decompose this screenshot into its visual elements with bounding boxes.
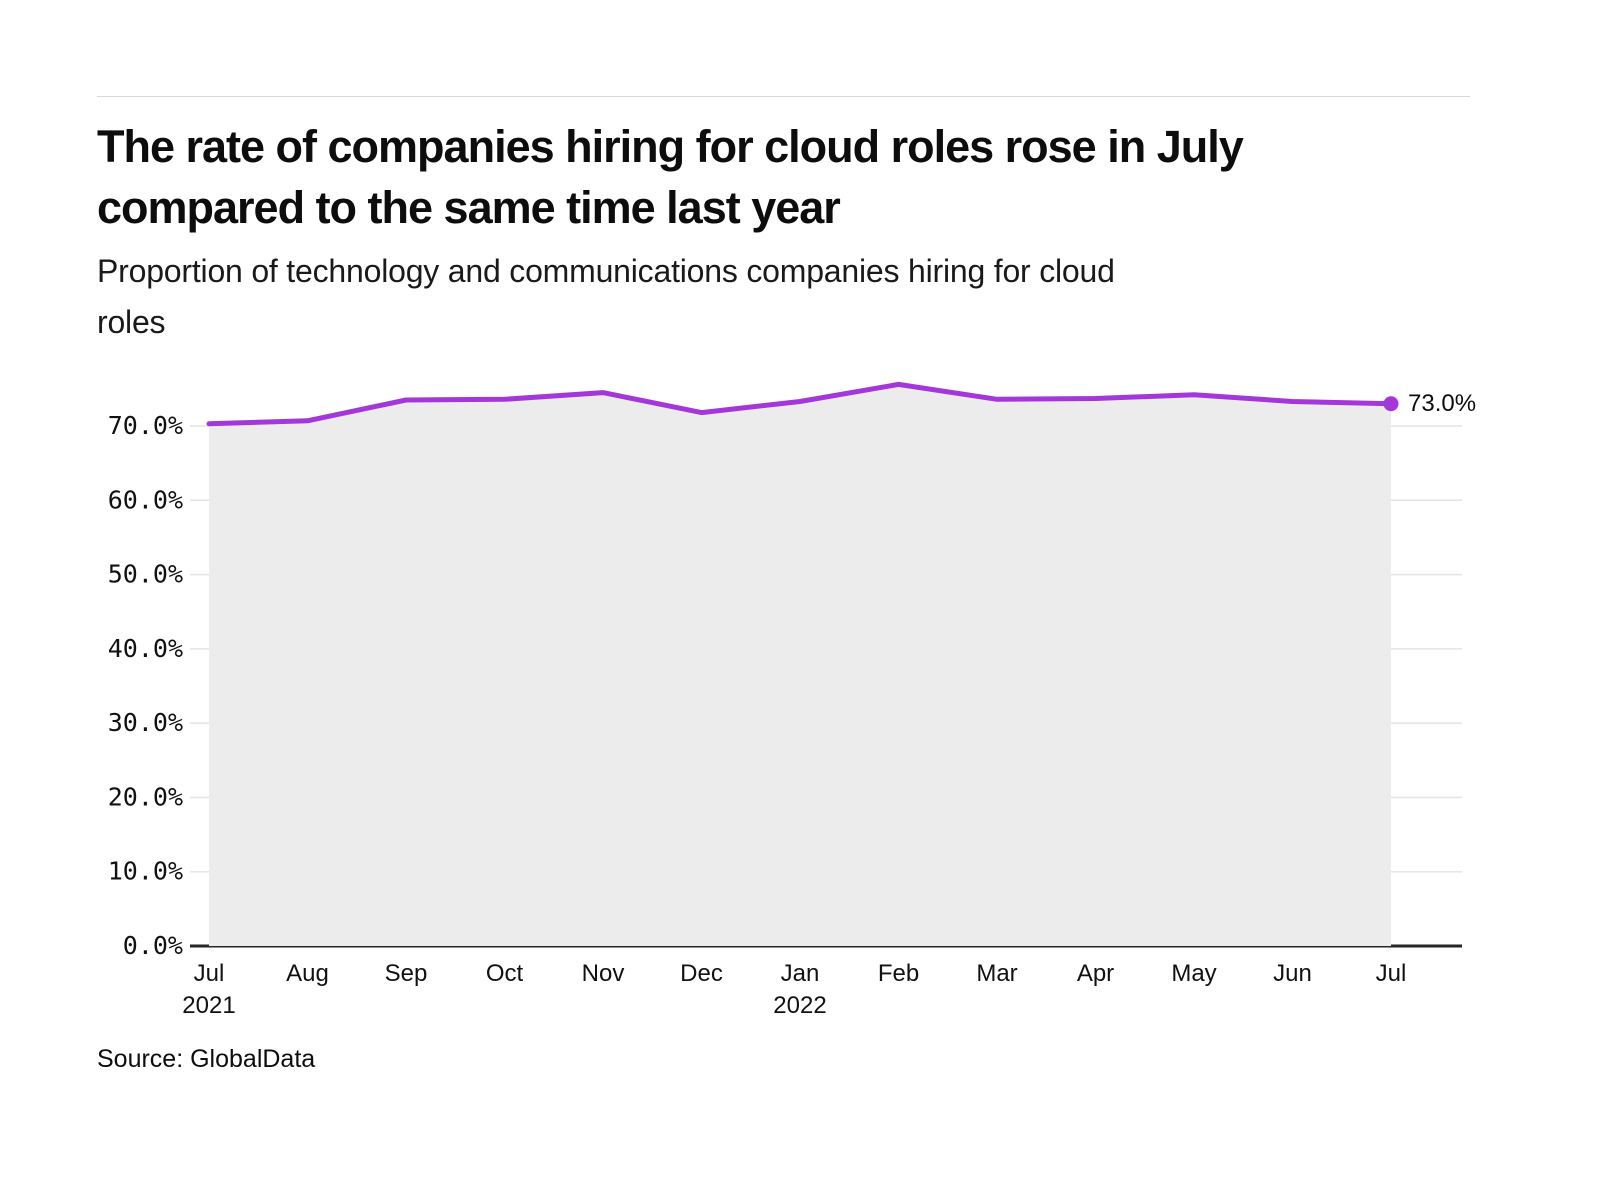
chart-subtitle: Proportion of technology and communicati…	[97, 253, 1115, 341]
x-tick-label: Aug	[286, 960, 329, 987]
y-tick-label: 0.0%	[123, 931, 183, 960]
y-tick-label: 50.0%	[108, 560, 183, 589]
x-tick-label: Nov	[582, 960, 625, 987]
x-tick-label: Apr	[1077, 960, 1114, 987]
y-tick-label: 20.0%	[108, 782, 183, 811]
series-area	[209, 384, 1391, 946]
x-tick-label: Sep	[385, 960, 428, 987]
y-tick-label: 70.0%	[108, 411, 183, 440]
x-tick-label: Dec	[680, 960, 723, 987]
y-tick-label: 30.0%	[108, 708, 183, 737]
x-tick-label: May	[1171, 960, 1216, 987]
series-line	[206, 381, 1394, 427]
end-value-label: 73.0%	[1408, 390, 1477, 417]
x-tick-label: Feb	[878, 960, 919, 987]
x-year-label: 2022	[773, 992, 826, 1019]
x-year-label: 2021	[182, 992, 235, 1019]
x-tick-label: Mar	[976, 960, 1017, 987]
x-tick-label: Jan	[781, 960, 820, 987]
y-tick-label: 40.0%	[108, 634, 183, 663]
series-end-dot	[1383, 396, 1399, 412]
x-tick-label: Jun	[1273, 960, 1312, 987]
top-divider	[97, 96, 1470, 97]
x-tick-label: Jul	[194, 960, 225, 987]
y-tick-label: 10.0%	[108, 857, 183, 886]
source-note: Source: GlobalData	[97, 1045, 316, 1073]
chart-title: The rate of companies hiring for cloud r…	[97, 121, 1244, 234]
x-tick-label: Oct	[486, 960, 524, 987]
y-tick-label: 60.0%	[108, 485, 183, 514]
x-tick-label: Jul	[1376, 960, 1407, 987]
